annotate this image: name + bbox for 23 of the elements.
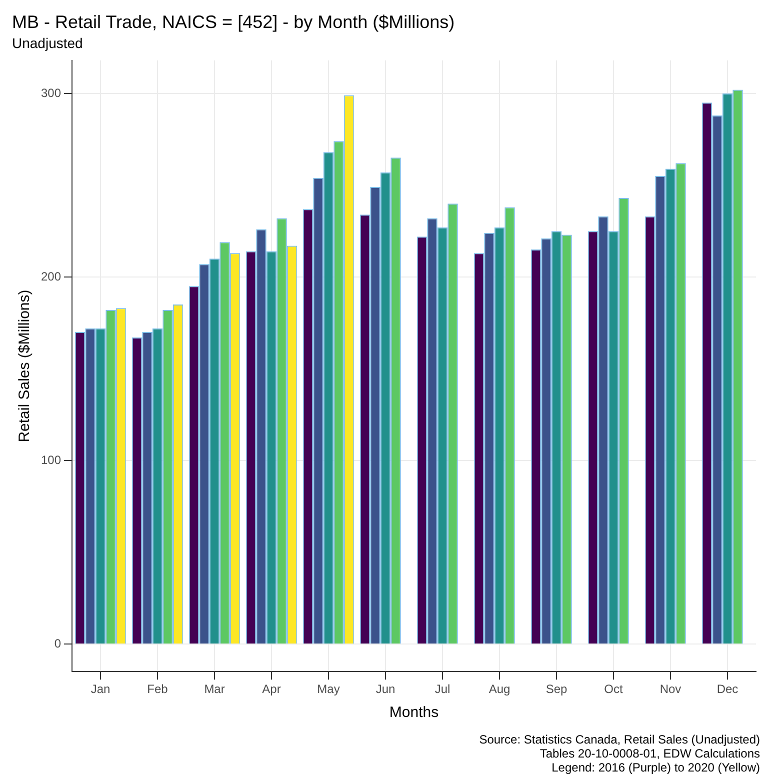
- text: Tables 20-10-0008-01, EDW Calculations: [540, 746, 760, 760]
- x-axis-title: Months: [389, 704, 439, 722]
- x-tick-label: Jun: [376, 682, 396, 696]
- x-tick-label: Jul: [434, 682, 450, 696]
- y-tick-label: 300: [40, 86, 62, 100]
- x-tick-label: Nov: [660, 682, 682, 696]
- x-tick-label: Feb: [147, 682, 168, 696]
- y-tick-label: 200: [40, 269, 62, 284]
- x-tick-label: Sep: [546, 682, 568, 696]
- y-tick-label: 0: [54, 636, 62, 650]
- x-tick-label: Jan: [90, 682, 110, 696]
- x-tick-label: Dec: [716, 682, 738, 696]
- x-tick-label: Apr: [262, 682, 281, 696]
- chart-title: MB - Retail Trade, NAICS = [452] - by Month ($Millions): [12, 12, 455, 32]
- x-tick-label: Mar: [204, 682, 225, 696]
- x-tick-label: Aug: [488, 682, 510, 696]
- x-tick-label: May: [317, 682, 340, 696]
- x-tick-label: Oct: [604, 682, 624, 696]
- text: Legend: 2016 (Purple) to 2020 (Yellow): [552, 760, 760, 774]
- source-note: Source: Statistics Canada, Retail Sales (Unadjusted): [479, 732, 760, 746]
- y-axis-title: Retail Sales ($Millions): [16, 290, 34, 442]
- chart-subtitle: Unadjusted: [12, 34, 83, 51]
- y-tick-label: 100: [40, 452, 62, 467]
